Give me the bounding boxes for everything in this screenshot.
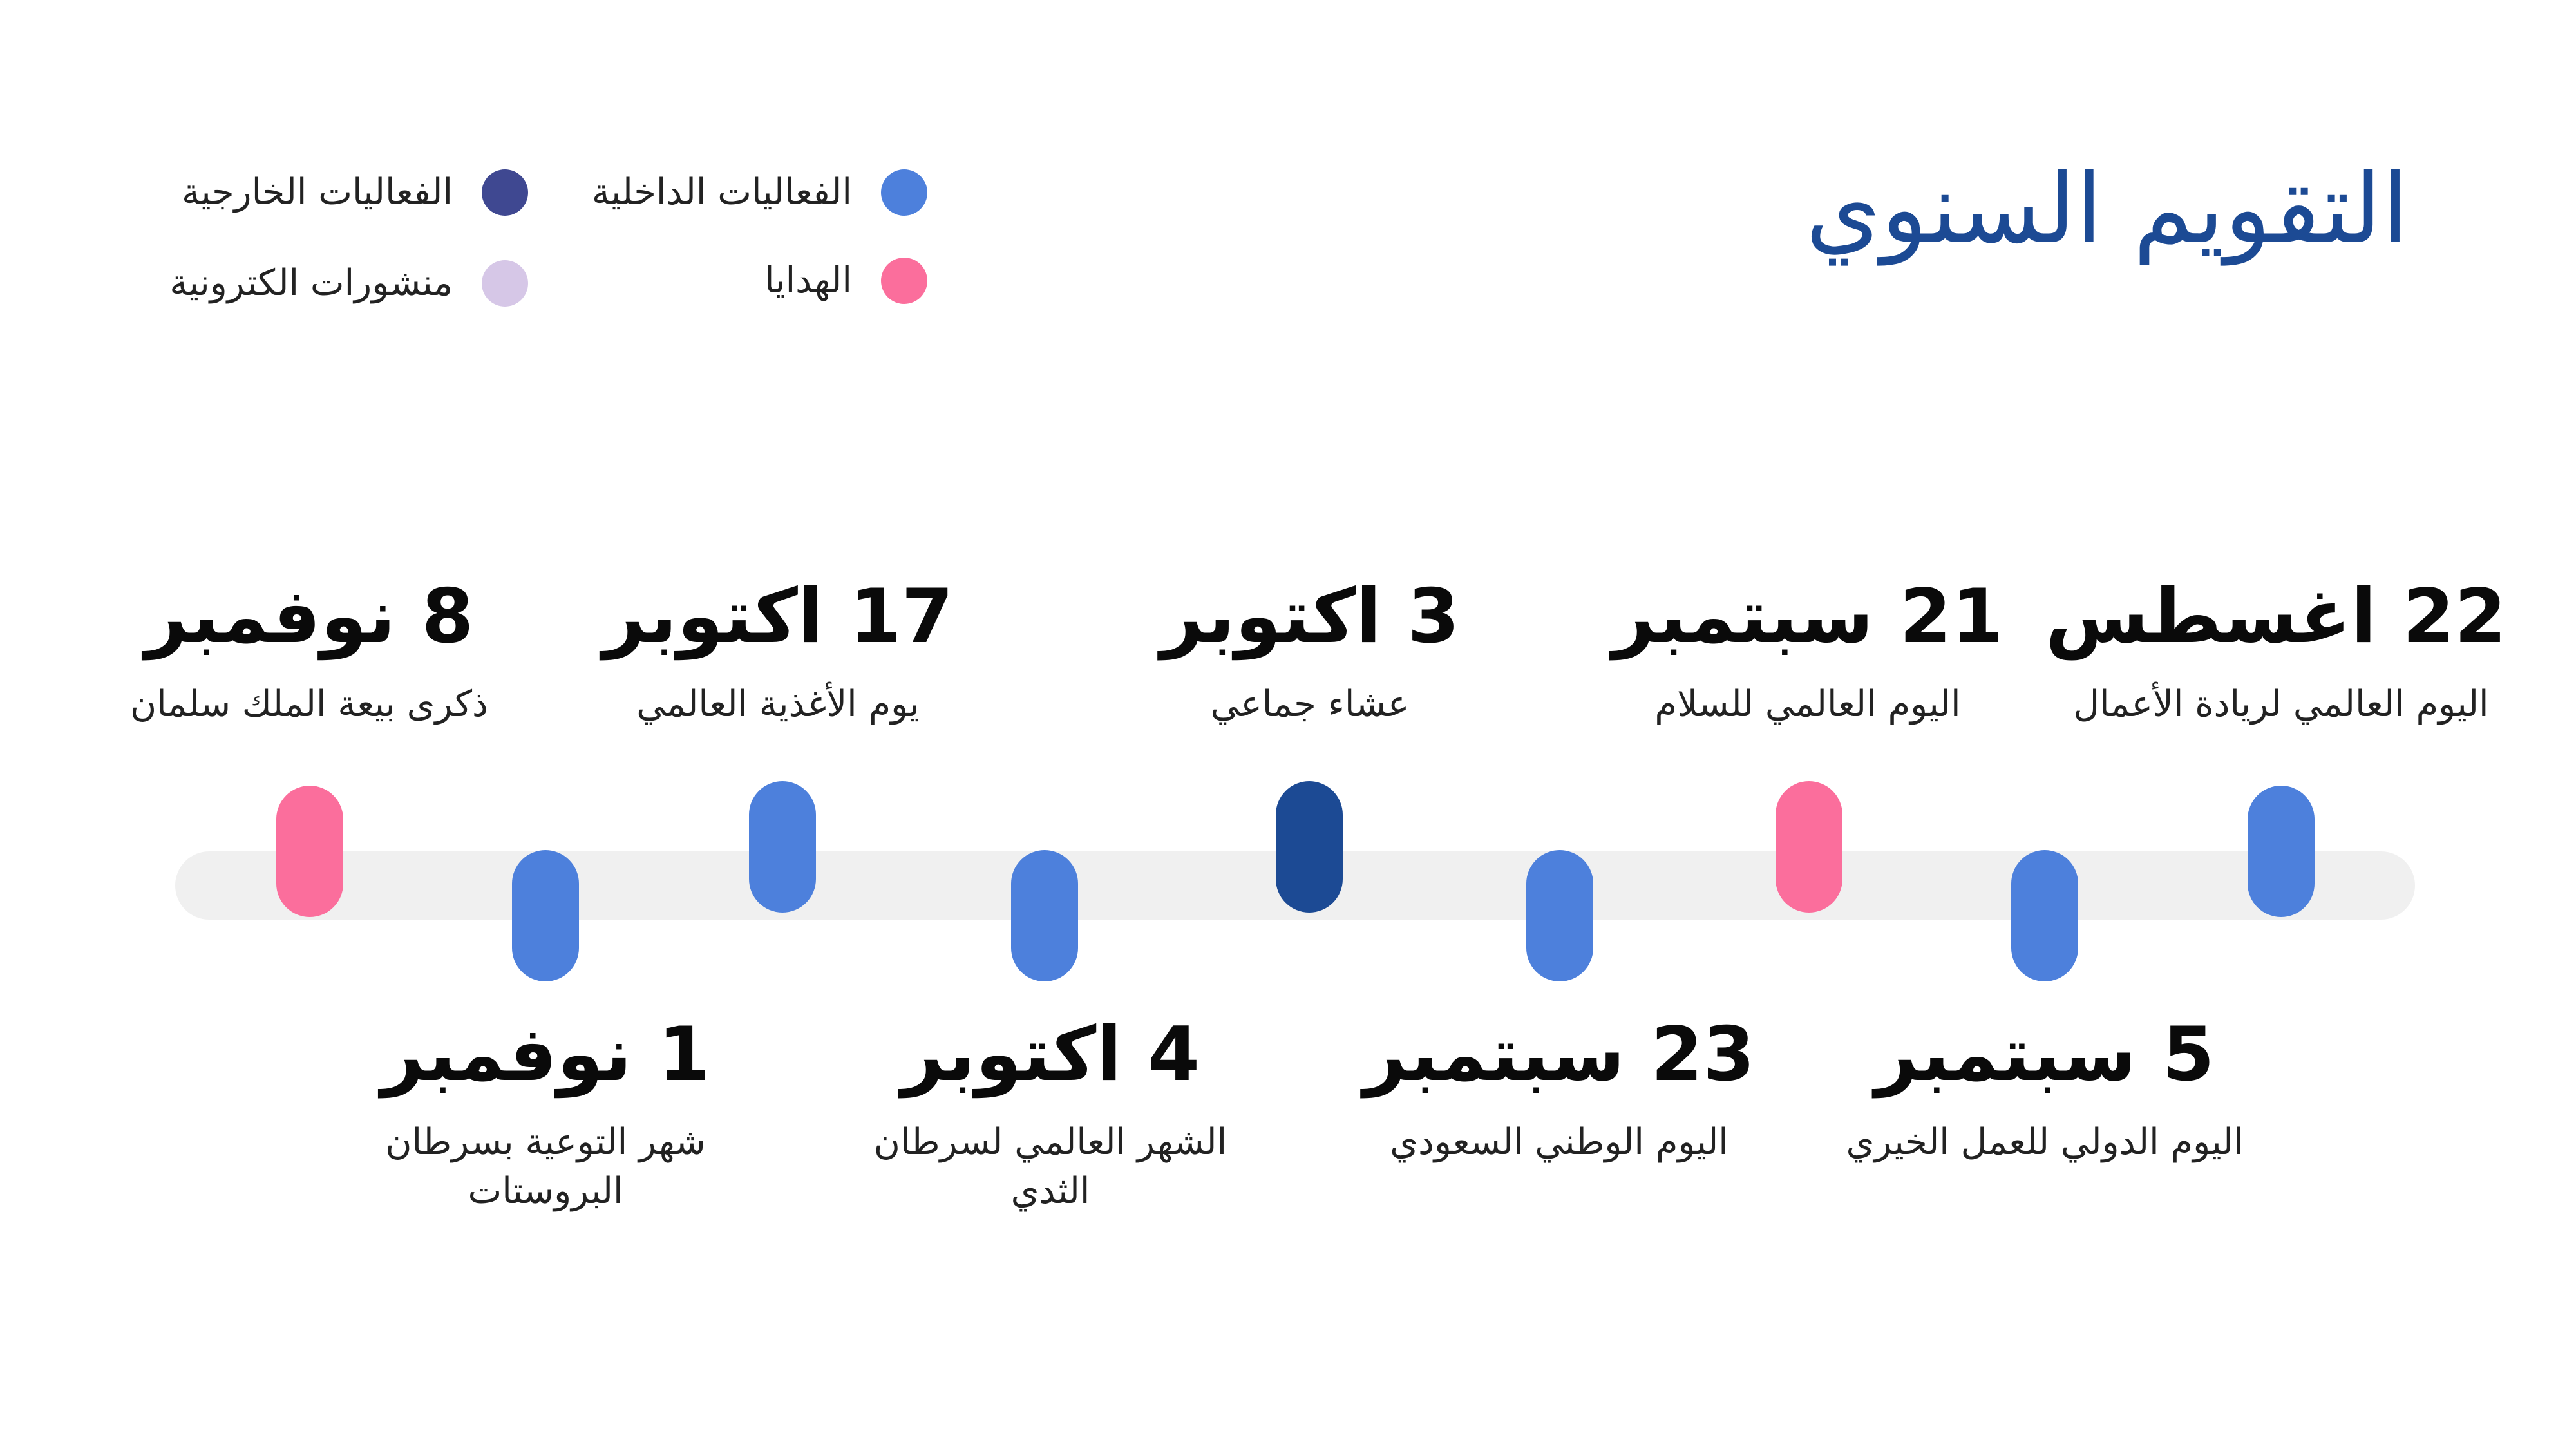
timeline-marker-4-october bbox=[1011, 850, 1078, 981]
event-name: اليوم الدولي للعمل الخيري bbox=[1846, 1121, 2244, 1163]
timeline-event-3-october: 3 اكتوبر عشاء جماعي bbox=[1084, 580, 1535, 729]
event-name: اليوم العالمي للسلام bbox=[1654, 683, 1961, 725]
event-date: 3 اكتوبر bbox=[1160, 573, 1460, 660]
legend-label: الفعاليات الداخلية bbox=[591, 171, 852, 213]
legend-dot-icon bbox=[881, 258, 927, 304]
legend-label: منشورات الكترونية bbox=[169, 262, 453, 304]
timeline-marker-21-september bbox=[1776, 781, 1842, 913]
timeline-marker-23-september bbox=[1526, 850, 1593, 981]
timeline-event-8-november: 8 نوفمبر ذكرى بيعة الملك سلمان bbox=[84, 580, 535, 729]
event-name: يوم الأغذية العالمي bbox=[636, 683, 920, 725]
event-name: عشاء جماعي bbox=[1210, 683, 1410, 725]
timeline-marker-3-october bbox=[1276, 781, 1343, 913]
event-date: 8 نوفمبر bbox=[144, 573, 474, 660]
timeline-marker-5-september bbox=[2011, 850, 2078, 981]
timeline-event-17-october: 17 اكتوبر يوم الأغذية العالمي bbox=[553, 580, 1003, 729]
legend-item-online-posts: منشورات الكترونية bbox=[169, 260, 528, 307]
legend-dot-icon bbox=[482, 260, 528, 307]
event-date: 23 سبتمبر bbox=[1363, 1011, 1755, 1098]
legend-item-gifts: الهدايا bbox=[764, 258, 927, 304]
event-date: 17 اكتوبر bbox=[602, 573, 954, 660]
event-name: ذكرى بيعة الملك سلمان bbox=[129, 683, 488, 725]
timeline-marker-1-november bbox=[512, 850, 579, 981]
timeline-event-1-november: 1 نوفمبر شهر التوعية بسرطان البروستات bbox=[320, 1018, 771, 1215]
legend-item-external-events: الفعاليات الخارجية bbox=[182, 169, 528, 216]
event-date: 4 اكتوبر bbox=[900, 1011, 1200, 1098]
page-title: التقويم السنوي bbox=[1805, 153, 2409, 265]
event-date: 5 سبتمبر bbox=[1875, 1011, 2215, 1098]
event-name: اليوم الوطني السعودي bbox=[1390, 1121, 1728, 1163]
legend-label: الفعاليات الخارجية bbox=[182, 171, 453, 213]
legend-dot-icon bbox=[482, 169, 528, 216]
timeline-event-22-august: 22 اغسطس اليوم العالمي لريادة الأعمال bbox=[2045, 573, 2506, 729]
legend-item-internal-events: الفعاليات الداخلية bbox=[592, 169, 927, 216]
event-date: 21 سبتمبر bbox=[1612, 573, 2003, 660]
legend-dot-icon bbox=[881, 169, 927, 216]
timeline-marker-8-november bbox=[276, 786, 343, 917]
timeline-event-4-october: 4 اكتوبر الشهر العالمي لسرطان الثدي bbox=[819, 1018, 1282, 1215]
timeline-marker-17-october bbox=[749, 781, 816, 913]
legend-label: الهدايا bbox=[764, 260, 852, 301]
timeline-event-21-september: 21 سبتمبر اليوم العالمي للسلام bbox=[1582, 580, 2033, 729]
timeline-marker-22-august bbox=[2248, 786, 2315, 917]
timeline-event-23-september: 23 سبتمبر اليوم الوطني السعودي bbox=[1334, 1018, 1785, 1167]
event-name: اليوم العالمي لريادة الأعمال bbox=[2073, 683, 2489, 725]
event-name: شهر التوعية بسرطان البروستات bbox=[385, 1121, 706, 1212]
event-date: 1 نوفمبر bbox=[381, 1011, 710, 1098]
event-name: الشهر العالمي لسرطان الثدي bbox=[873, 1121, 1227, 1212]
event-date: 22 اغسطس bbox=[2045, 573, 2506, 660]
timeline-event-5-september: 5 سبتمبر اليوم الدولي للعمل الخيري bbox=[1819, 1018, 2270, 1167]
